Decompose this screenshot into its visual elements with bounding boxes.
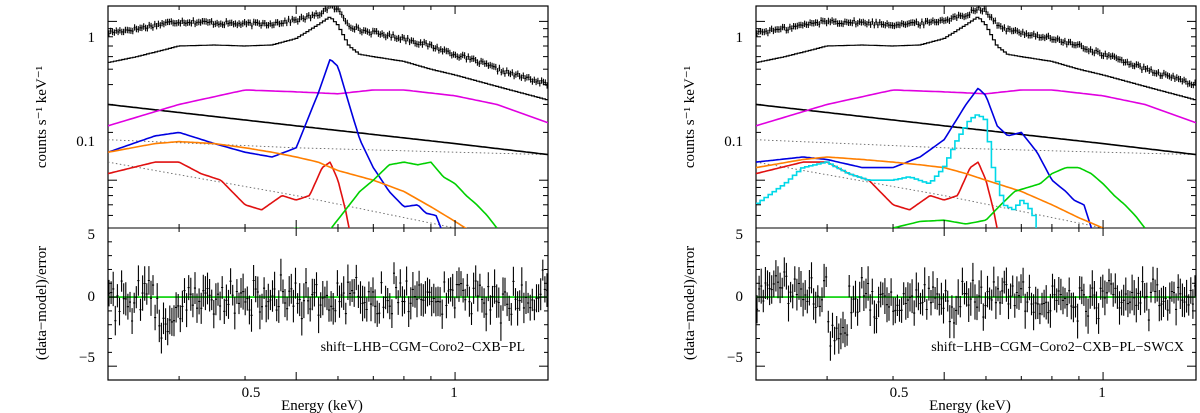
- panel-right-xtick-1: 1: [1098, 385, 1106, 401]
- panel-right-xlabel: Energy (keV): [929, 398, 1011, 413]
- panel-left-xtick-0-5: 0.5: [242, 385, 261, 401]
- series-faint-dotted: [756, 161, 1105, 228]
- series-total-model: [108, 16, 548, 101]
- panel-right-frame: [755, 5, 1197, 381]
- panel-left-ylabel-bottom: (data−model)/error: [34, 246, 50, 360]
- panel-right-ytick-bot-0: 0: [736, 289, 744, 305]
- panel-right-ylabel-bottom: (data−model)/error: [682, 246, 698, 360]
- panel-right-ticks: [756, 6, 1196, 380]
- panel-left-ylabel-top: counts s⁻¹ keV⁻¹: [34, 66, 50, 168]
- panel-right-spectrum-plot: [756, 6, 1196, 228]
- series-coro2: [108, 161, 350, 228]
- series-shift: [108, 140, 467, 228]
- panel-left-spectrum-plot: [108, 6, 548, 228]
- series-cxb: [108, 103, 548, 156]
- panel-left-ytick-bot-0: 0: [88, 289, 96, 305]
- panel-left-residual-plot: [108, 258, 548, 354]
- panel-right-ytick-bot-minus5: −5: [727, 350, 743, 366]
- series-shift: [756, 156, 1105, 228]
- panel-right-ylabel-top: counts s⁻¹ keV⁻¹: [682, 66, 698, 168]
- panel-right-residual-plot: [756, 257, 1196, 361]
- series-pl: [890, 166, 1146, 228]
- series-cgm: [756, 89, 1196, 127]
- series-total-model: [756, 16, 1196, 101]
- panel-left: 1 0.1 5 0 −5 0.5 1 Energy (keV) counts s…: [34, 5, 549, 413]
- residual-points: [756, 257, 1196, 361]
- panel-left-ticks: [108, 6, 548, 380]
- panel-left-ytick-bot-5: 5: [88, 227, 96, 243]
- panel-right: 1 0.1 5 0 −5 0.5 1 Energy (keV) counts s…: [682, 5, 1197, 413]
- panel-right-ytick-top-0-1: 0.1: [724, 134, 743, 150]
- series-pl: [293, 161, 498, 228]
- panel-left-xtick-1: 1: [450, 385, 458, 401]
- panel-left-ytick-bot-minus5: −5: [79, 350, 95, 366]
- series-faint-dotted: [108, 161, 457, 228]
- panel-right-model-label: shift−LHB−CGM−Coro2−CXB−PL−SWCX: [931, 340, 1184, 355]
- panel-right-xtick-0-5: 0.5: [890, 385, 909, 401]
- series-data-points: [108, 6, 548, 89]
- residual-points: [108, 258, 548, 354]
- series-cxb: [756, 103, 1196, 156]
- panel-left-ytick-top-0-1: 0.1: [76, 134, 95, 150]
- series-data-points: [756, 6, 1196, 89]
- series-coro2: [756, 161, 998, 228]
- panel-right-ytick-top-1: 1: [736, 30, 744, 46]
- panel-left-ytick-top-1: 1: [88, 30, 96, 46]
- panel-left-model-label: shift−LHB−CGM−Coro2−CXB−PL: [321, 340, 525, 355]
- panel-right-ytick-bot-5: 5: [736, 227, 744, 243]
- series-swcx: [756, 114, 1037, 228]
- series-cgm: [108, 89, 548, 127]
- series-lhb: [108, 58, 442, 228]
- panel-left-xlabel: Energy (keV): [281, 398, 363, 413]
